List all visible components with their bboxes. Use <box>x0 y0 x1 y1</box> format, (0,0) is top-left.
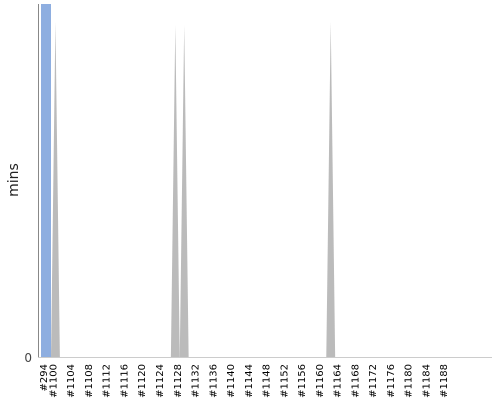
x-tick-label: #1148 <box>262 364 273 398</box>
x-tick-label: #1116 <box>119 364 130 398</box>
x-tick-label: #1152 <box>279 364 290 398</box>
x-tick-label: #1144 <box>244 364 255 398</box>
plot-area <box>41 4 335 357</box>
x-tick-label: #1140 <box>226 364 237 398</box>
x-tick-label: #1160 <box>315 364 326 398</box>
x-tick-label: #1100 <box>48 364 59 398</box>
x-tick-label: #1188 <box>439 364 450 398</box>
x-tick-label: #1128 <box>173 364 184 398</box>
x-tick-label: #1168 <box>350 364 361 398</box>
x-tick-labels: #294#1100 #1104 #1108 #1112 #1116 #1120 #1124 #… <box>39 364 450 398</box>
x-tick-label: #1104 <box>66 364 77 398</box>
x-tick-label: #1136 <box>208 364 219 398</box>
x-tick-label: #1180 <box>404 364 415 398</box>
x-tick-label: #1132 <box>191 364 202 398</box>
x-tick-label: #1108 <box>84 364 95 398</box>
x-tick-label: #1172 <box>368 364 379 398</box>
x-tick-label: #1184 <box>421 364 432 398</box>
y-tick-label-0: 0 <box>24 351 32 365</box>
x-tick-label: #1156 <box>297 364 308 398</box>
duration-spike-1129 <box>180 25 189 357</box>
duration-spike-1127 <box>171 25 180 357</box>
highlight-bar <box>41 4 51 357</box>
duration-spike-1100 <box>51 22 60 357</box>
x-tick-label: #1120 <box>137 364 148 398</box>
x-tick-label: #1112 <box>102 364 113 398</box>
x-tick-label: #1164 <box>333 364 344 398</box>
y-axis-title: mins <box>6 163 22 197</box>
x-tick-label: #1124 <box>155 364 166 398</box>
x-tick-label: #1176 <box>386 364 397 398</box>
duration-spike-1162 <box>326 22 335 357</box>
